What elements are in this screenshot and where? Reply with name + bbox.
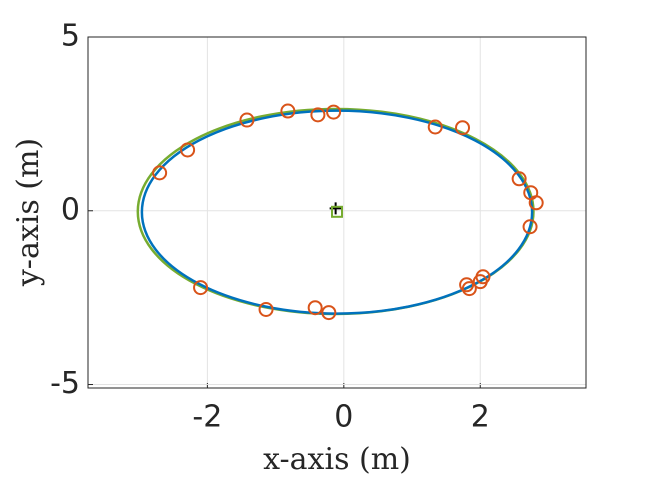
data-point [459,277,475,293]
data-point [310,107,326,123]
center-marker [331,205,343,218]
data-point [152,165,168,181]
data-point [522,219,538,235]
data-point [461,281,477,297]
data-point [326,104,342,120]
data-point [280,103,296,119]
data-point [239,112,255,128]
x-axis-label: x-axis (m) [263,442,411,477]
data-point [427,119,443,135]
x-tick-label: -2 [192,400,222,435]
data-point [307,300,323,316]
data-point [258,301,274,317]
data-point [528,195,544,211]
fitted-ellipse [140,109,534,315]
data-point [193,280,209,296]
y-axis-label: y-axis (m) [11,138,46,287]
x-tick-label: 0 [334,400,353,435]
x-tick-label: 2 [471,400,490,435]
data-point [472,274,488,290]
y-tick-label: 5 [61,19,80,54]
data-point [455,120,471,136]
y-tick-label: -5 [50,366,80,401]
data-point [180,142,196,158]
plot-box [87,36,587,389]
data-point [321,305,337,321]
y-tick-label: 0 [61,192,80,227]
data-point [511,171,527,187]
